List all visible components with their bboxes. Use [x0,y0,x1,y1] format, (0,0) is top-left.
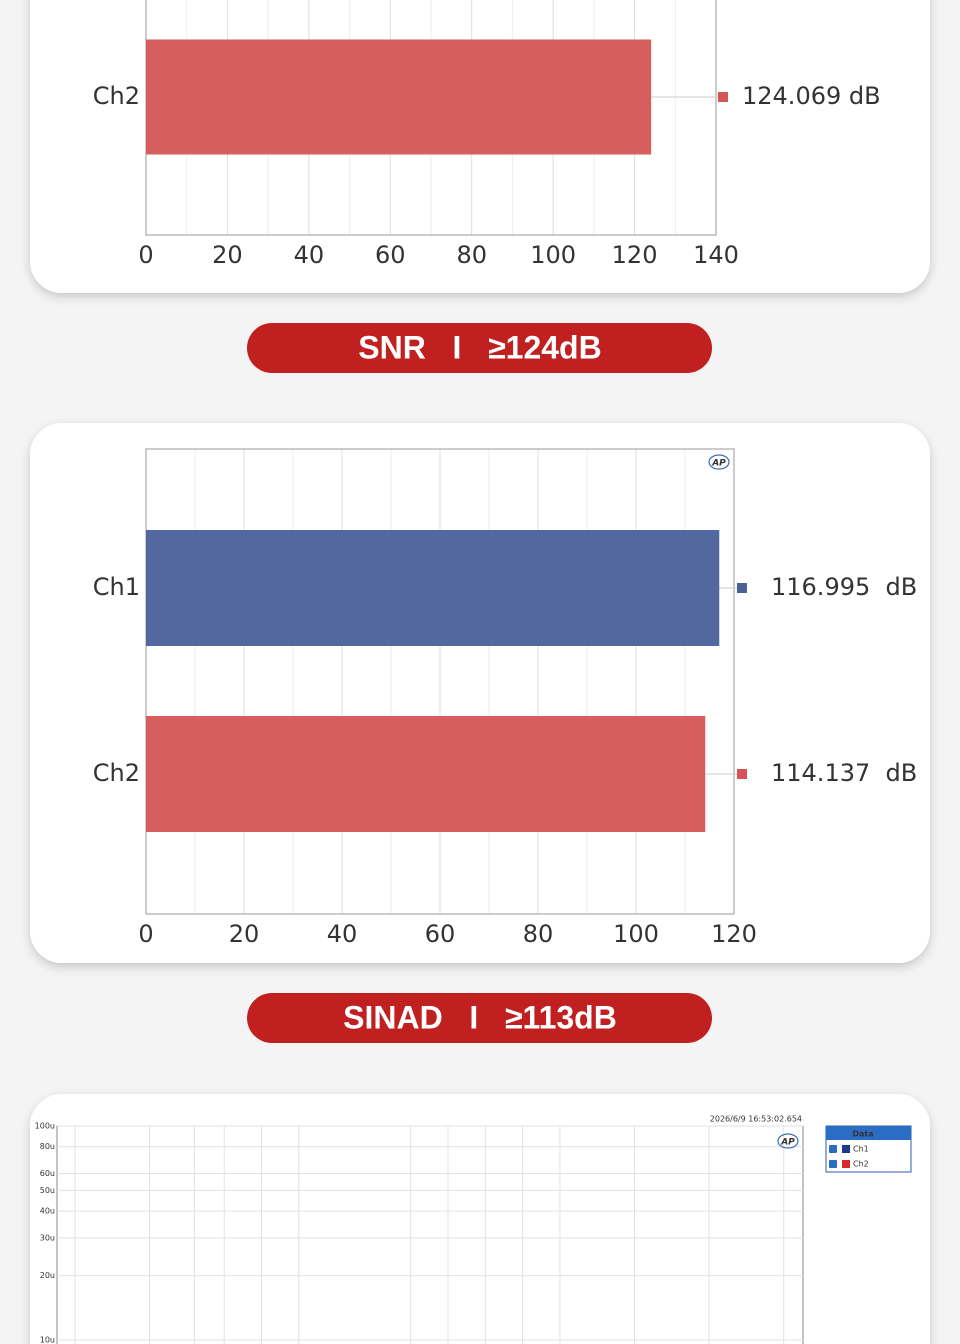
badge [247,323,712,373]
bar [146,530,720,646]
x-tick-label: 80 [456,241,487,269]
x-tick-label: 60 [425,920,456,948]
y-tick-label: 10u [40,1336,55,1344]
bar [146,716,706,832]
x-tick-label: 120 [711,920,757,948]
plot-border [145,448,735,915]
y-tick-label: 20u [40,1271,55,1280]
legend-header [826,1126,911,1140]
x-tick-label: 20 [229,920,260,948]
y-tick-label: 30u [40,1233,55,1242]
value-marker [737,769,747,779]
plot-area [56,1125,804,1344]
x-tick-label: 0 [138,241,153,269]
value-marker [718,92,728,102]
category-label: Ch2 [93,759,140,787]
x-tick-label: 0 [138,920,153,948]
x-tick-label: 40 [294,241,325,269]
value-label: 116.995 dB [771,573,917,601]
logo: AP [780,1138,795,1148]
legend-label: Ch1 [853,1145,869,1154]
x-tick-label: 140 [693,241,739,269]
y-tick-label: 60u [40,1169,55,1178]
x-tick-label: 100 [613,920,659,948]
y-tick-label: 100u [35,1122,55,1131]
legend-swatch [842,1145,850,1153]
x-tick-label: 60 [375,241,406,269]
x-tick-label: 80 [523,920,554,948]
value-label: 124.069 dB [742,82,881,110]
legend-label: Ch2 [853,1160,869,1169]
x-tick-label: 120 [612,241,658,269]
logo-ring [708,454,730,470]
badge-text: SINAD I ≥113dB [343,999,617,1035]
x-tick-label: 20 [212,241,243,269]
y-tick-label: 50u [40,1186,55,1195]
category-label: Ch1 [93,573,140,601]
category-label: Ch2 [93,82,140,110]
x-tick-label: 100 [530,241,576,269]
x-tick-label: 40 [327,920,358,948]
timestamp: 2026/6/9 16:53:02.654 [710,1115,802,1124]
logo: AP [711,459,726,469]
badge [247,993,712,1043]
y-tick-label: 80u [40,1142,55,1151]
value-marker [737,583,747,593]
badge-text: SNR I ≥124dB [358,329,601,365]
legend-title: Data [852,1130,873,1139]
legend-checkbox [829,1160,837,1168]
logo-ring [777,1133,799,1149]
bar [146,39,652,155]
value-label: 114.137 dB [771,759,917,787]
y-tick-label: 40u [40,1207,55,1216]
legend-checkbox [829,1145,837,1153]
legend-swatch [842,1160,850,1168]
